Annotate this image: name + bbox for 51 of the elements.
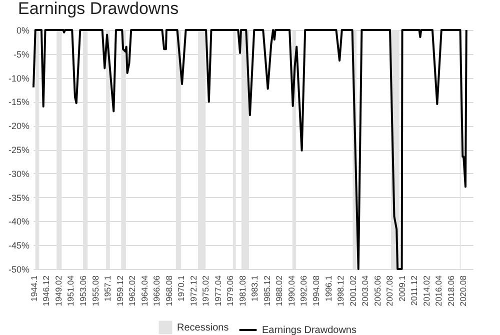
y-tick-label: -20%: [8, 121, 30, 132]
x-tick-label: 1988.02: [274, 275, 284, 306]
x-tick-label: 1966.06: [152, 275, 162, 306]
chart-title: Earnings Drawdowns: [18, 0, 179, 18]
x-tick-label: 1949.02: [54, 275, 64, 306]
x-tick-label: 2018.06: [446, 275, 456, 306]
x-tick-label: 1970.1: [176, 275, 186, 302]
y-tick-label: -45%: [8, 240, 30, 251]
x-tick-label: 1981.08: [237, 275, 248, 306]
legend-label: Recessions: [177, 322, 229, 334]
x-tick-label: 1951.04: [66, 275, 76, 306]
x-tick-label: 2020.08: [458, 275, 468, 306]
x-tick-label: 1959.12: [114, 275, 125, 306]
x-tick-label: 1975.02: [200, 275, 211, 306]
x-tick-label: 2009.1: [396, 275, 407, 302]
x-tick-label: 1964.04: [139, 275, 150, 306]
y-tick-label: -35%: [8, 192, 30, 203]
x-tick-label: 1977.04: [212, 275, 223, 306]
x-tick-label: 2003.04: [360, 275, 370, 306]
x-tick-label: 1979.06: [225, 275, 236, 306]
y-tick-label: -15%: [8, 97, 30, 108]
x-tick-label: 1955.08: [90, 275, 100, 306]
y-tick-label: -25%: [8, 145, 30, 155]
x-tick-label: 2001.02: [348, 275, 358, 306]
x-tick-label: 1972.12: [188, 275, 198, 306]
x-tick-label: 1996.1: [323, 275, 334, 302]
x-tick-label: 1992.06: [298, 275, 309, 306]
x-tick-label: 1990.04: [286, 275, 296, 306]
y-tick-label: -40%: [8, 216, 30, 227]
x-tick-label: 1983.1: [250, 275, 260, 302]
x-tick-label: 1994.08: [310, 275, 321, 306]
x-tick-label: 2011.12: [409, 275, 420, 306]
x-tick-label: 2007.08: [384, 275, 395, 306]
y-tick-label: -5%: [13, 49, 30, 60]
legend-label: Earnings Drawdowns: [262, 325, 356, 335]
y-tick-label: 0%: [16, 26, 30, 36]
x-tick-label: 2005.06: [372, 275, 382, 306]
x-tick-label: 2016.04: [434, 275, 444, 306]
y-tick-label: -30%: [8, 168, 30, 179]
y-tick-label: -50%: [8, 264, 30, 274]
x-tick-label: 1946.12: [41, 275, 52, 306]
x-tick-label: 1953.06: [78, 275, 88, 306]
x-tick-label: 1962.02: [127, 275, 138, 306]
x-tick-label: 1957.1: [102, 275, 113, 302]
y-tick-label: -10%: [8, 73, 30, 84]
x-tick-label: 1968.08: [164, 275, 174, 306]
x-tick-label: 2014.02: [421, 275, 432, 306]
x-tick-label: 1985.12: [262, 275, 272, 306]
x-tick-label: 1944.1: [28, 275, 39, 302]
x-tick-label: 1998.12: [336, 275, 346, 306]
line-series: [32, 29, 468, 270]
